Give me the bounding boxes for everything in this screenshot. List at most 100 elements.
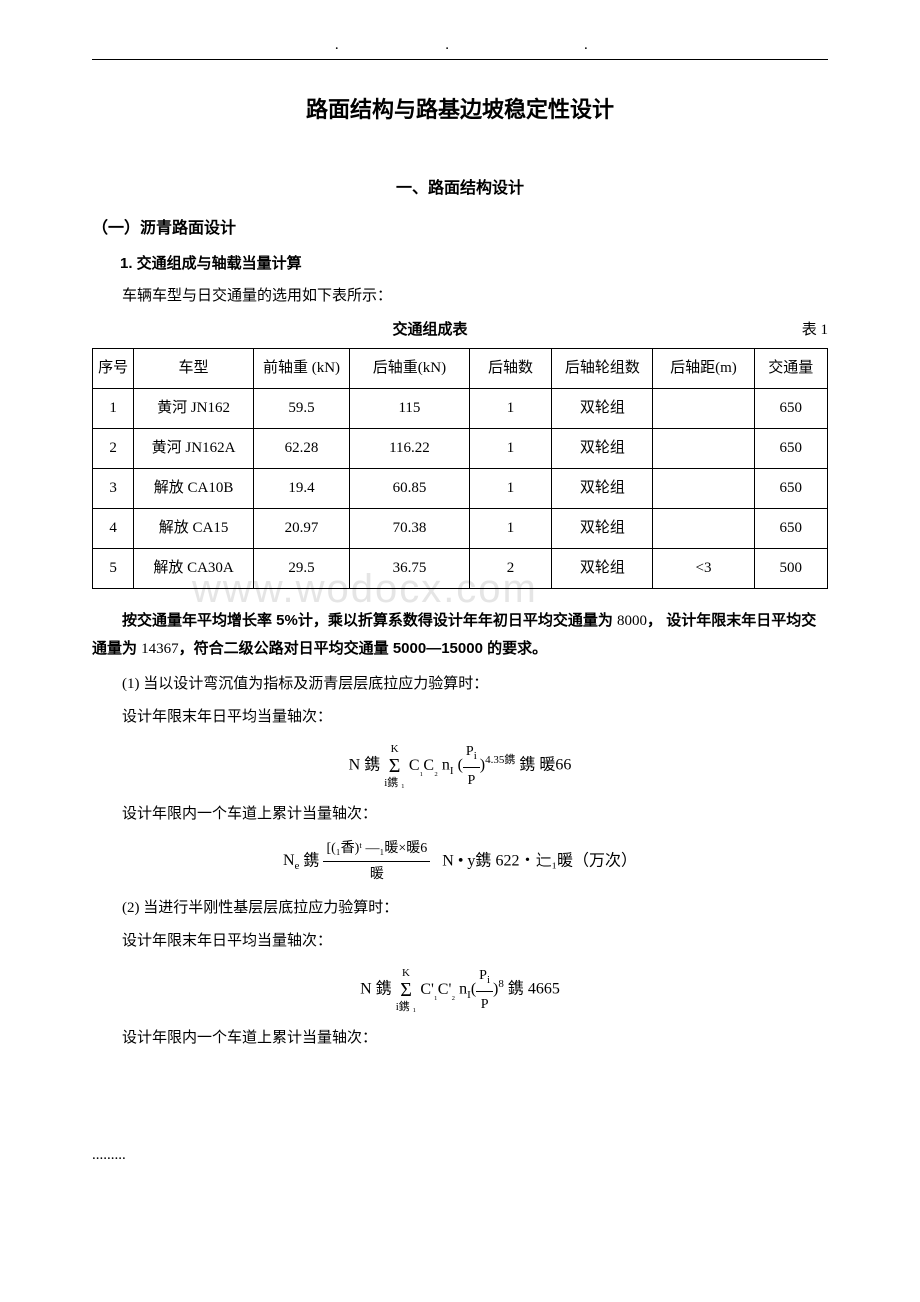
table-cell: 650 [754,469,828,509]
table-cell: 解放 CA10B [134,469,253,509]
intro-paragraph: 车辆车型与日交通量的选用如下表所示： [92,283,828,310]
f3-n: n [459,981,467,998]
f3-n-sub: I [467,989,471,1001]
summary-val1: 8000 [617,613,647,629]
traffic-composition-table: 序号 车型 前轴重 (kN) 后轴重(kN) 后轴数 后轴轮组数 后轴距(m) … [92,348,828,589]
f1-frac-num-p: P [466,744,474,759]
table-cell: 2 [93,429,134,469]
f1-sum-lo: i鎸 ₁ [384,777,405,789]
line-1: 设计年限末年日平均当量轴次： [92,704,828,731]
main-title: 路面结构与路基边坡稳定性设计 [92,90,828,130]
f1-rhs: 鎸 暖66 [519,757,571,774]
col-rear: 后轴重(kN) [350,349,469,389]
f2-frac-den: 暖 [323,862,430,887]
f1-sum: K Σ i鎸 ₁ [384,743,405,789]
col-model: 车型 [134,349,253,389]
f3-sum: K Σ i鎸 ₁ [396,967,417,1013]
table-cell: 650 [754,389,828,429]
table-cell: 115 [350,389,469,429]
f1-c1-sym: C [409,757,420,774]
f2-eq: 鎸 [303,852,319,869]
table-cell: 5 [93,549,134,589]
table-caption-text: 交通组成表 [92,316,768,343]
table-number: 表 1 [768,317,828,344]
table-cell: 4 [93,509,134,549]
section-1-title: 一、路面结构设计 [92,175,828,204]
f2-lhs: Ne [283,852,299,869]
f3-c2-sub: ₂ [451,989,455,1001]
table-cell: 500 [754,549,828,589]
f1-n-sub: I [450,765,454,777]
line-3: 设计年限末年日平均当量轴次： [92,928,828,955]
f3-c1: C'₁ [420,981,437,998]
f1-sum-up: K [384,743,405,755]
table-cell: 20.97 [253,509,349,549]
f3-eq: 鎸 [376,981,392,998]
table-cell: 1 [93,389,134,429]
f3-sup: 8 [498,979,504,991]
f3-frac-den: P [476,992,493,1017]
f3-c2: C'₂ [438,981,455,998]
f1-frac-num: Pi [463,739,480,768]
table-cell: 1 [469,389,552,429]
sigma-icon: Σ [396,979,417,1001]
table-cell: 双轮组 [552,549,653,589]
table-cell: 黄河 JN162 [134,389,253,429]
f2-frac: [(₁香)ᵗ —₁暖×暖6 暖 [323,836,430,887]
f1-c2-sub: ₂ [434,765,438,777]
f3-c1-sym: C' [420,981,434,998]
table-cell: 19.4 [253,469,349,509]
table-header-row: 序号 车型 前轴重 (kN) 后轴重(kN) 后轴数 后轴轮组数 后轴距(m) … [93,349,828,389]
f1-c2-sym: C [423,757,434,774]
table-caption: 交通组成表 表 1 [92,316,828,344]
table-cell: 1 [469,429,552,469]
table-cell: 29.5 [253,549,349,589]
table-cell: 70.38 [350,509,469,549]
table-cell: 650 [754,509,828,549]
f1-c1: C₁ [409,757,424,774]
table-row: 2黄河 JN162A62.28116.221双轮组 650 [93,429,828,469]
f2-lhs-N: N [283,852,295,869]
table-cell: 60.85 [350,469,469,509]
f3-frac: Pi P [476,963,493,1017]
table-cell: 116.22 [350,429,469,469]
table-cell: 62.28 [253,429,349,469]
table-cell: 2 [469,549,552,589]
f2-mid: N • y鎸 [442,852,491,869]
table-cell: 双轮组 [552,429,653,469]
table-cell [653,509,754,549]
col-dist: 后轴距(m) [653,349,754,389]
f3-sum-up: K [396,967,417,979]
f1-frac-num-sub: i [474,750,477,762]
summary-val2: 14367 [141,641,179,657]
table-cell: 黄河 JN162A [134,429,253,469]
table-cell: 3 [93,469,134,509]
f1-lhs: N [349,757,361,774]
table-cell: 双轮组 [552,509,653,549]
summary-suffix: ，符合二级公路对日平均交通量 5000—15000 的要求。 [179,640,547,657]
table-cell: 1 [469,509,552,549]
col-wheel: 后轴轮组数 [552,349,653,389]
item-1: (1) 当以设计弯沉值为指标及沥青层层底拉应力验算时： [92,671,828,698]
formula-2: Ne 鎸 [(₁香)ᵗ —₁暖×暖6 暖 N • y鎸 622‧辷₁暖（万次） [92,836,828,887]
f1-sup: 4.35鎸 [485,754,515,766]
f3-frac-num-sub: i [487,974,490,986]
table-row: 5解放 CA30A29.536.752双轮组<3500 [93,549,828,589]
line-2: 设计年限内一个车道上累计当量轴次： [92,801,828,828]
table-cell: 36.75 [350,549,469,589]
col-traffic: 交通量 [754,349,828,389]
item-2: (2) 当进行半刚性基层层底拉应力验算时： [92,895,828,922]
sigma-icon: Σ [384,755,405,777]
subsubsection-1-title: 1. 交通组成与轴载当量计算 [120,250,828,277]
footer-dots: ......... [92,1142,828,1169]
table-cell [653,389,754,429]
formula-3: N 鎸 K Σ i鎸 ₁ C'₁C'₂ nI( Pi P )8 鎸 4665 [92,963,828,1017]
table-cell: 650 [754,429,828,469]
table-row: 4解放 CA1520.9770.381双轮组650 [93,509,828,549]
f2-tail: 622‧辷₁暖（万次） [495,852,637,869]
f3-sum-lo: i鎸 ₁ [396,1001,417,1013]
f1-eq: 鎸 [364,757,380,774]
table-cell [653,469,754,509]
table-cell: 双轮组 [552,389,653,429]
table-cell: 1 [469,469,552,509]
